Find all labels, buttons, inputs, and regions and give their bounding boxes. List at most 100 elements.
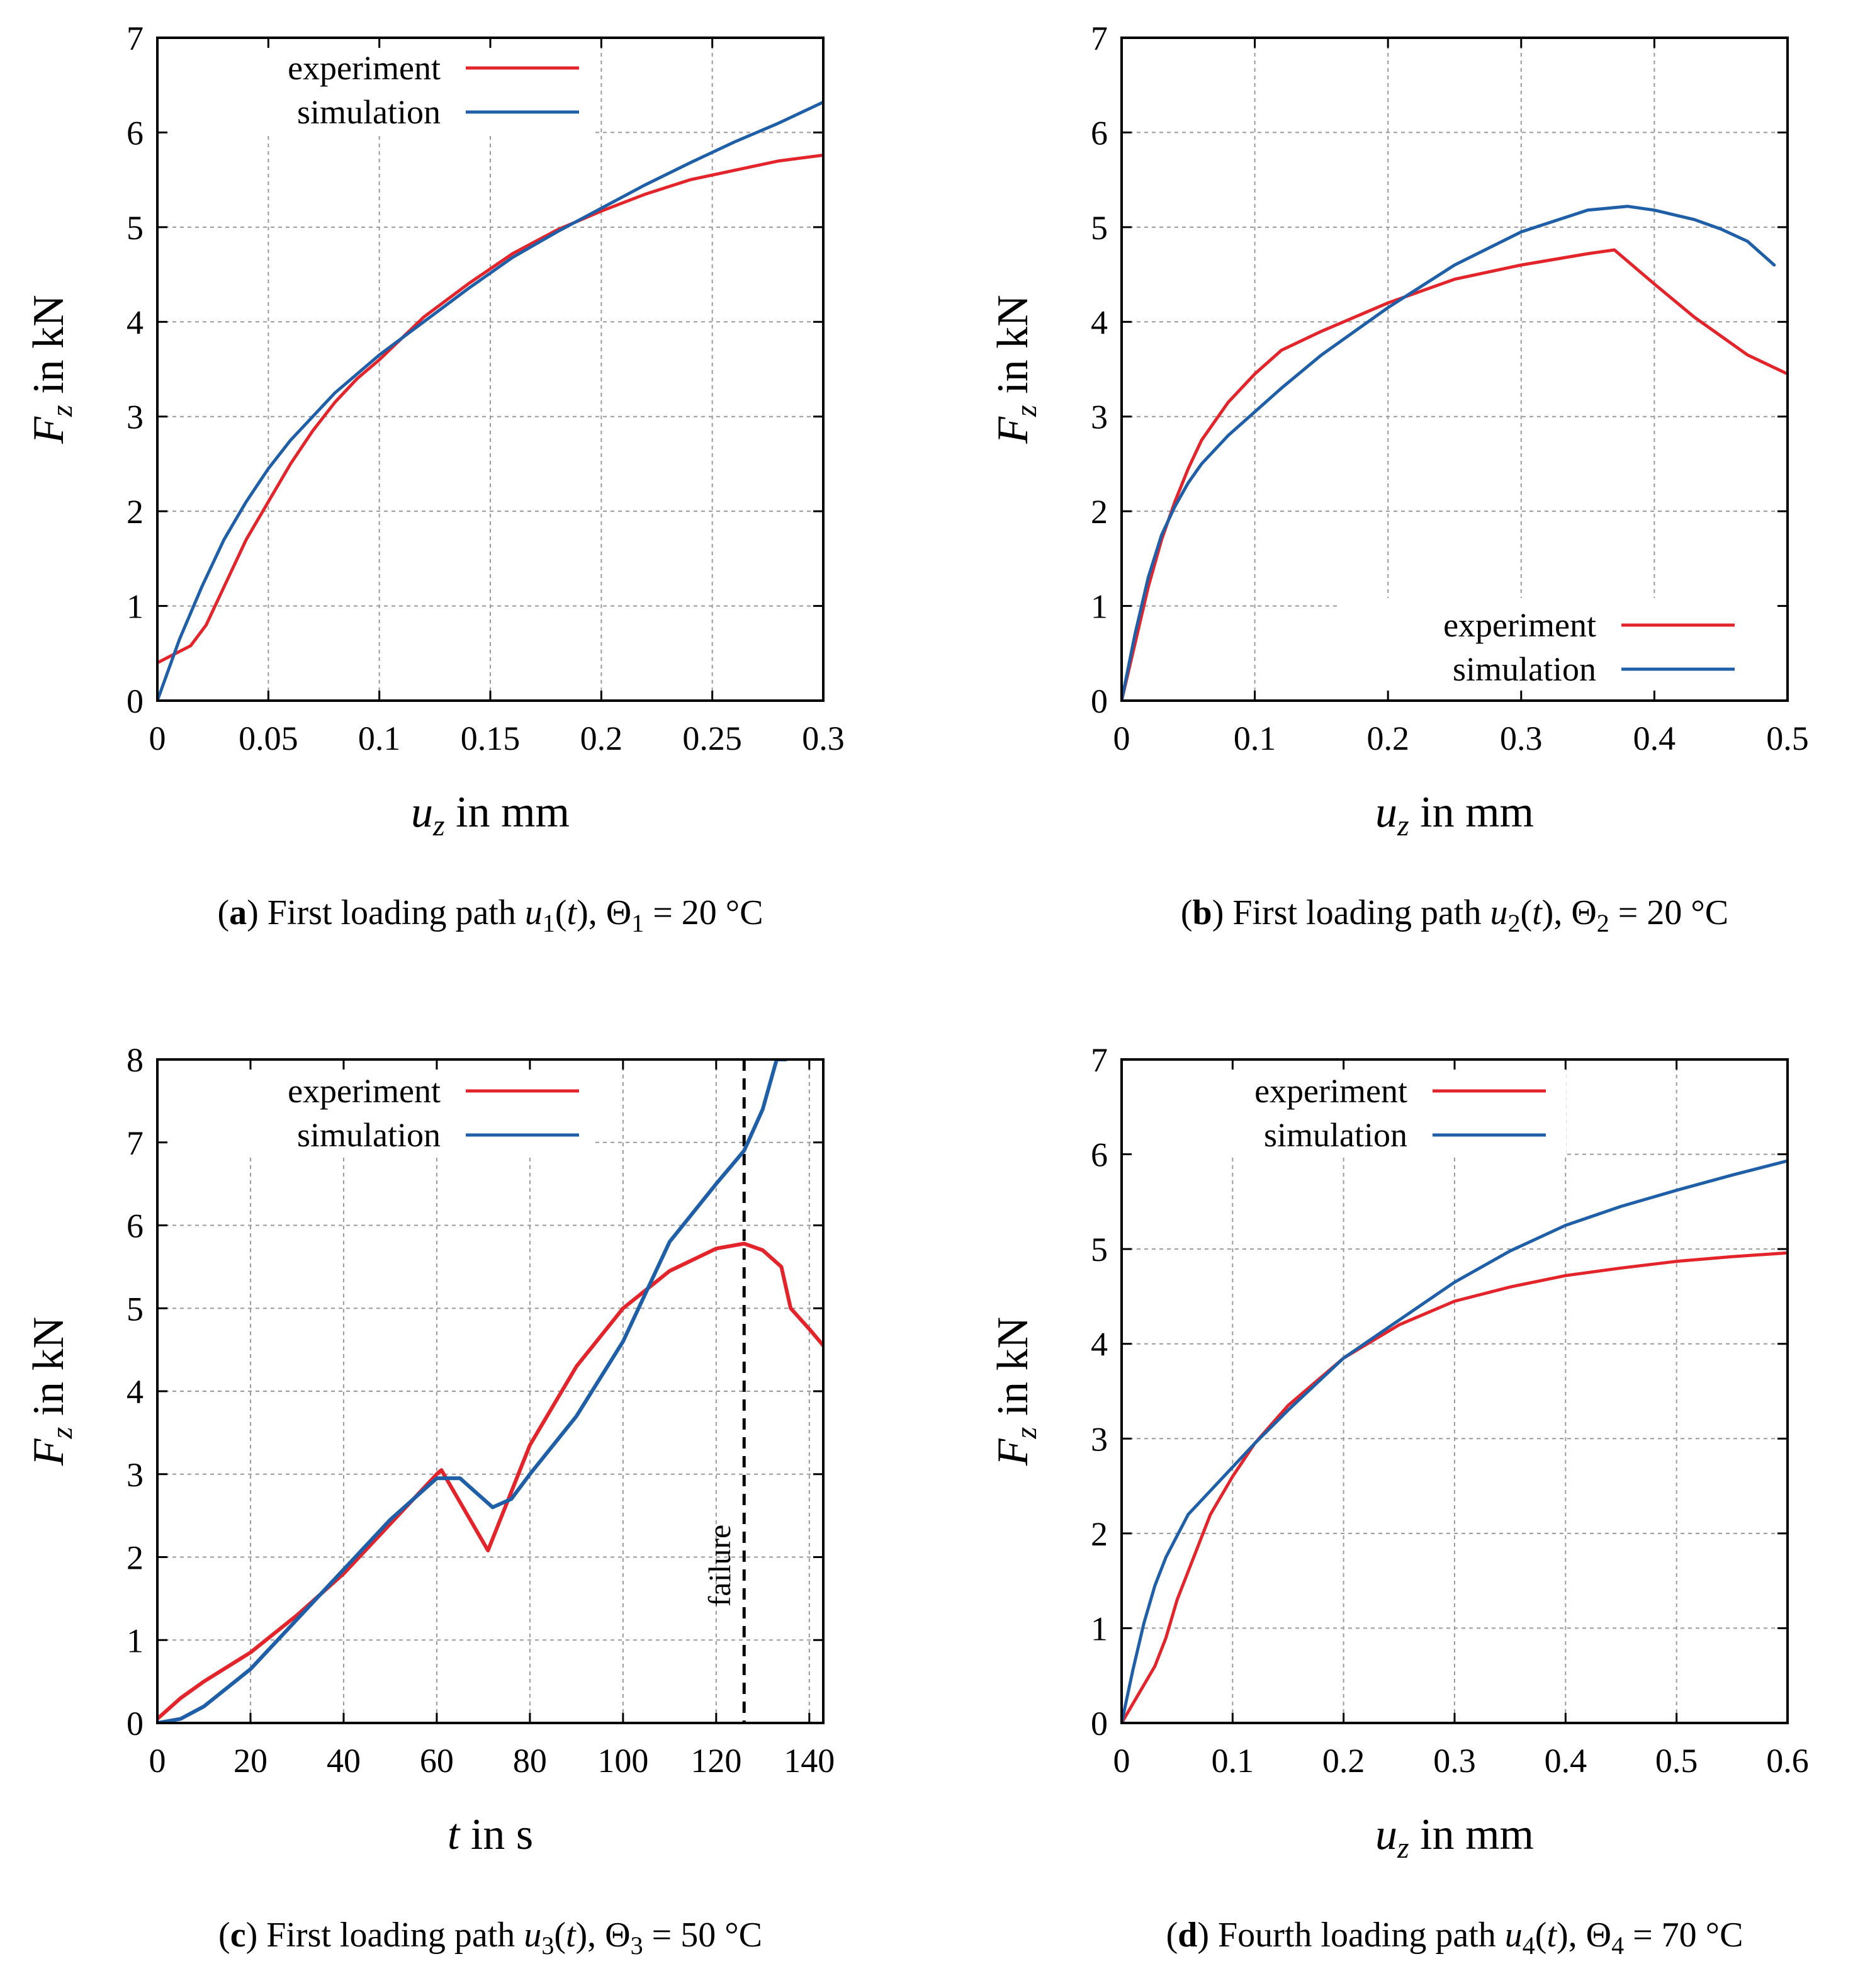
x-axis-label: t in s (448, 1810, 533, 1859)
y-tick-label: 6 (1091, 1136, 1108, 1174)
y-axis-label: Fz in kN (25, 1317, 79, 1466)
series-line-simulation (1122, 1159, 1788, 1723)
x-tick-label: 0.5 (1766, 720, 1809, 757)
y-tick-label: 3 (1091, 398, 1108, 436)
y-tick-label: 2 (127, 493, 144, 531)
x-tick-label: 0.25 (682, 720, 742, 757)
y-tick-label: 7 (1091, 20, 1108, 57)
x-tick-label: 0.2 (1322, 1742, 1365, 1780)
x-tick-label: 0.15 (461, 720, 521, 757)
y-tick-label: 1 (127, 1622, 144, 1659)
legend-label-experiment: experiment (1443, 606, 1596, 644)
legend-label-simulation: simulation (1453, 650, 1596, 688)
y-tick-label: 0 (1091, 1705, 1108, 1742)
y-tick-label: 4 (1091, 303, 1108, 341)
series-line-simulation (157, 1059, 788, 1723)
y-tick-label: 5 (127, 209, 144, 247)
grid-lines (157, 38, 823, 701)
y-tick-label: 2 (1091, 493, 1108, 531)
legend-label-experiment: experiment (288, 1072, 441, 1110)
y-tick-label: 5 (127, 1290, 144, 1328)
y-tick-label: 1 (127, 588, 144, 626)
legend-label-experiment: experiment (1254, 1072, 1407, 1110)
x-tick-label: 0 (149, 1742, 166, 1780)
chart-panel-d: 0 0.1 0.2 0.3 0.4 0.5 0.6 0 1 2 3 4 5 6 7 experiment sim… (989, 1041, 1809, 1960)
x-tick-label: 60 (420, 1742, 454, 1780)
chart-panel-b: 0 0.1 0.2 0.3 0.4 0.5 0 1 2 3 4 5 6 7 experiment simula… (989, 20, 1809, 937)
y-tick-label: 1 (1091, 588, 1108, 626)
y-tick-label: 7 (127, 1124, 144, 1162)
panel-caption: (d) Fourth loading path u4(t), Θ4 = 70 °… (1166, 1916, 1743, 1960)
y-axis-label: Fz in kN (25, 295, 79, 444)
series-line-simulation (157, 100, 823, 701)
legend-background (1341, 598, 1784, 697)
x-tick-label: 0 (1113, 720, 1130, 757)
chart-panel-a: 0 0.05 0.1 0.15 0.2 0.25 0.3 0 1 2 3 4 5 6 7 experiment… (25, 20, 845, 937)
y-tick-label: 4 (1091, 1326, 1108, 1364)
y-tick-label: 0 (1091, 682, 1108, 720)
failure-annotation: failure (702, 1525, 737, 1607)
legend-background (1125, 1063, 1566, 1155)
series-line-experiment (157, 154, 823, 665)
y-tick-label: 2 (127, 1539, 144, 1577)
legend-label-simulation: simulation (297, 1116, 441, 1154)
series-line-experiment (157, 1241, 823, 1721)
y-tick-label: 0 (127, 1705, 144, 1742)
x-tick-label: 0.6 (1766, 1742, 1809, 1780)
x-tick-label: 0.3 (802, 720, 845, 757)
x-tick-label: 0 (1113, 1742, 1130, 1780)
plot-frame (1120, 37, 1789, 702)
y-tick-label: 3 (127, 1456, 144, 1494)
x-tick-label: 0.3 (1433, 1742, 1476, 1780)
legend-label-experiment: experiment (288, 49, 441, 87)
y-axis-label: Fz in kN (989, 295, 1043, 444)
panel-caption: (b) First loading path u2(t), Θ2 = 20 °C (1181, 893, 1728, 937)
panel-caption: (a) First loading path u1(t), Θ1 = 20 °C (217, 893, 763, 937)
y-tick-label: 3 (127, 398, 144, 436)
x-tick-label: 0.4 (1633, 720, 1676, 757)
y-tick-label: 7 (127, 20, 144, 57)
y-tick-label: 5 (1091, 209, 1108, 247)
x-tick-label: 0.5 (1655, 1742, 1698, 1780)
panel-caption: (c) First loading path u3(t), Θ3 = 50 °C (218, 1916, 762, 1960)
x-axis-label: uz in mm (411, 788, 570, 842)
x-tick-label: 120 (690, 1742, 741, 1780)
chart-panel-c: 0 20 40 60 80 100 120 140 0 1 2 3 4 5 6 7 8 failure experi… (25, 1041, 835, 1960)
plot-frame (156, 1058, 825, 1724)
y-tick-label: 6 (127, 1207, 144, 1245)
y-tick-label: 4 (127, 1373, 144, 1411)
x-tick-label: 0.4 (1545, 1742, 1587, 1780)
x-tick-label: 20 (234, 1742, 268, 1780)
x-tick-label: 0 (149, 720, 166, 757)
grid-lines (157, 1059, 823, 1723)
x-tick-label: 100 (597, 1742, 648, 1780)
plot-frame (156, 37, 825, 702)
series-line-simulation (1122, 205, 1776, 701)
legend-label-simulation: simulation (297, 93, 441, 131)
x-tick-label: 40 (327, 1742, 361, 1780)
x-axis-label: uz in mm (1375, 788, 1534, 842)
y-tick-label: 3 (1091, 1420, 1108, 1458)
y-tick-label: 7 (1091, 1041, 1108, 1079)
x-tick-label: 0.1 (1212, 1742, 1254, 1780)
x-tick-label: 0.05 (239, 720, 298, 757)
y-tick-label: 5 (1091, 1231, 1108, 1268)
y-tick-label: 2 (1091, 1515, 1108, 1553)
x-tick-label: 0.1 (1234, 720, 1276, 757)
series-line-experiment (1122, 1251, 1788, 1723)
x-tick-label: 0.2 (580, 720, 623, 757)
x-tick-label: 80 (513, 1742, 547, 1780)
y-tick-label: 0 (127, 682, 144, 720)
x-tick-label: 0.3 (1500, 720, 1543, 757)
y-tick-label: 8 (127, 1041, 144, 1079)
x-tick-label: 0.1 (358, 720, 401, 757)
grid-lines (1122, 1059, 1788, 1723)
x-axis-label: uz in mm (1375, 1810, 1534, 1865)
x-tick-label: 140 (784, 1742, 835, 1780)
legend-background (161, 1063, 595, 1155)
x-tick-label: 0.2 (1366, 720, 1409, 757)
legend-background (161, 42, 595, 133)
y-tick-label: 6 (1091, 114, 1108, 152)
y-axis-label: Fz in kN (989, 1317, 1043, 1466)
